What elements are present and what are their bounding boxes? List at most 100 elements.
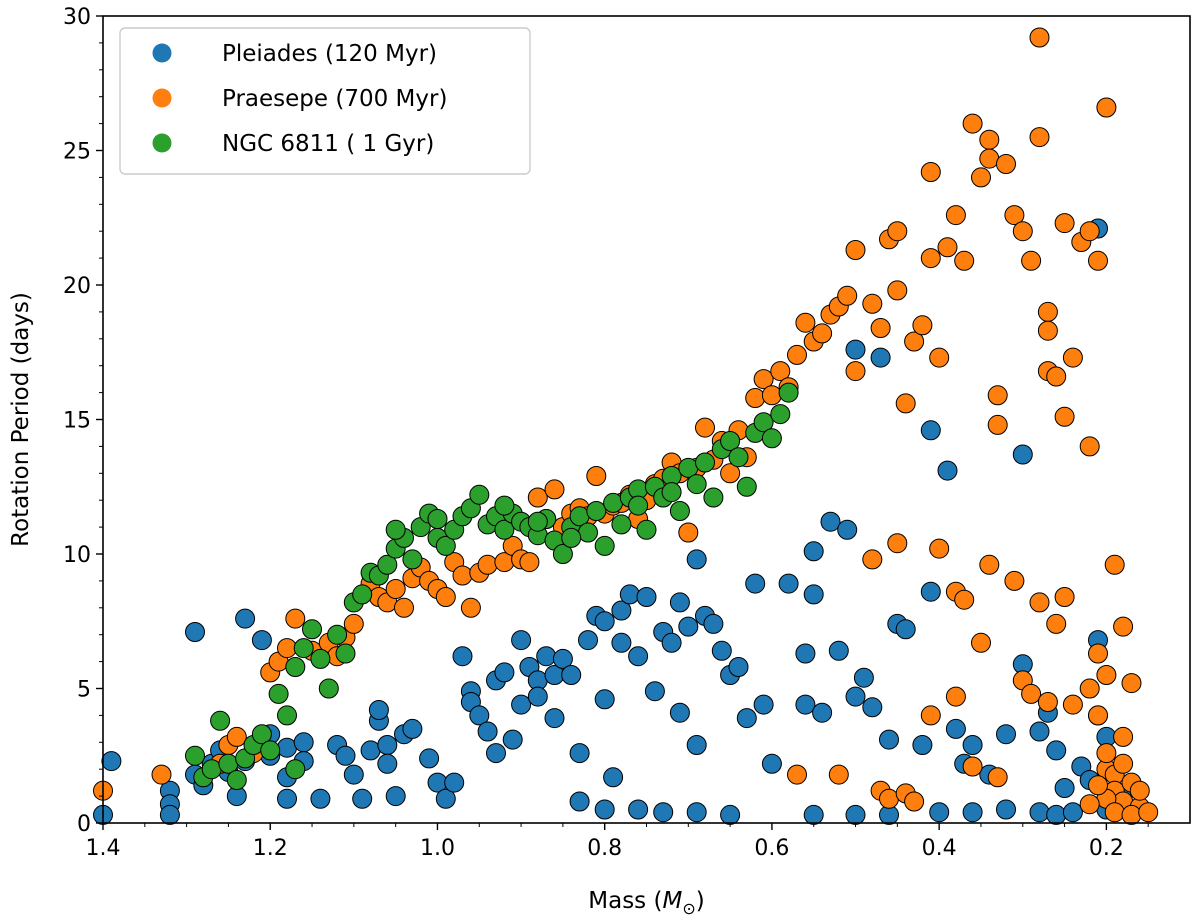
series-1-point [1088, 643, 1108, 664]
series-2-point [778, 382, 799, 403]
y-tick-label: 5 [77, 678, 91, 703]
series-1-point [343, 613, 364, 634]
series-0-point [669, 702, 690, 723]
series-0-point [628, 646, 649, 667]
series-0-point [511, 694, 532, 715]
series-0-point [845, 686, 866, 707]
series-1-point [1088, 250, 1108, 271]
series-0-point [1029, 721, 1050, 742]
series-0-point [101, 751, 122, 772]
series-0-point [628, 799, 649, 820]
series-0-point [594, 689, 615, 710]
series-1-point [904, 331, 925, 352]
series-1-point [1012, 221, 1033, 242]
series-1-point [1004, 205, 1025, 226]
x-tick-label: 0.4 [922, 836, 957, 861]
series-1-point [435, 587, 456, 607]
series-2-point [310, 648, 331, 669]
series-1-point [945, 686, 966, 707]
y-tick-label: 30 [63, 5, 91, 30]
series-0-point [444, 772, 465, 793]
series-0-point [343, 764, 364, 785]
series-1-point [845, 240, 866, 260]
series-0-point [820, 511, 841, 532]
series-1-point [761, 385, 782, 406]
series-2-point [561, 527, 582, 548]
series-1-point [837, 285, 858, 306]
series-1-point [1054, 213, 1075, 234]
series-2-point [285, 657, 306, 677]
series-2-point [293, 638, 314, 659]
series-0-point [1012, 444, 1033, 465]
series-0-point [795, 643, 816, 664]
series-2-point [494, 519, 515, 540]
series-0-point [1029, 802, 1050, 823]
series-0-point [251, 630, 272, 651]
series-2-point [285, 759, 306, 780]
series-0-point [544, 708, 565, 729]
series-0-point [686, 549, 707, 570]
series-0-point [853, 667, 874, 688]
series-0-point [385, 786, 406, 807]
series-1-point [1079, 794, 1100, 815]
series-2-point [661, 482, 682, 503]
series-0-point [761, 753, 782, 774]
series-0-point [879, 729, 899, 750]
series-1-point [1054, 406, 1075, 427]
series-0-point [293, 732, 314, 753]
series-1-point [1104, 554, 1125, 575]
series-1-point [460, 597, 481, 618]
x-tick-label: 0.6 [754, 836, 789, 861]
series-1-point [1037, 301, 1058, 322]
series-1-point [987, 385, 1008, 406]
series-2-point [402, 549, 423, 570]
series-0-point [402, 718, 423, 739]
series-0-point [703, 613, 724, 634]
series-2-point [527, 511, 548, 532]
series-2-point [385, 519, 406, 540]
series-2-point [277, 705, 297, 726]
series-1-point [394, 597, 414, 618]
series-0-point [360, 740, 381, 761]
series-1-point [1029, 127, 1050, 148]
series-1-point [962, 113, 983, 134]
series-1-point [720, 463, 741, 484]
series-1-point [1121, 673, 1142, 694]
series-0-point [920, 581, 941, 602]
legend-label: Praesepe (700 Myr) [222, 86, 447, 112]
series-2-point [210, 710, 231, 731]
series-1-point [912, 315, 933, 336]
series-1-point [787, 344, 807, 365]
series-2-point [703, 487, 724, 508]
x-label-subscript: ⊙ [682, 899, 695, 918]
series-1-point [1062, 347, 1083, 368]
series-0-point [569, 743, 590, 764]
series-1-point [795, 312, 816, 333]
series-0-point [937, 460, 958, 481]
series-1-point [151, 764, 172, 785]
y-tick-label: 10 [63, 543, 91, 568]
series-2-point [552, 544, 573, 564]
series-1-point [828, 764, 849, 785]
series-1-point [920, 162, 941, 182]
series-2-point [770, 404, 791, 425]
series-0-point [862, 697, 883, 718]
series-1-point [519, 552, 540, 573]
series-0-point [561, 665, 582, 685]
series-0-point [594, 799, 615, 820]
series-0-point [352, 788, 373, 809]
series-0-point [594, 611, 615, 632]
series-0-point [828, 640, 849, 661]
series-0-point [569, 791, 590, 812]
series-1-point [1021, 683, 1042, 704]
legend-label: NGC 6811 ( 1 Gyr) [222, 131, 434, 157]
x-tick-label: 1.4 [86, 836, 121, 861]
series-1-point [277, 638, 297, 659]
series-2 [185, 382, 799, 790]
series-0-point [678, 616, 699, 637]
series-1-point [887, 533, 908, 554]
series-1-point [845, 361, 866, 382]
series-0-point [661, 632, 682, 653]
series-0-point [477, 721, 498, 742]
